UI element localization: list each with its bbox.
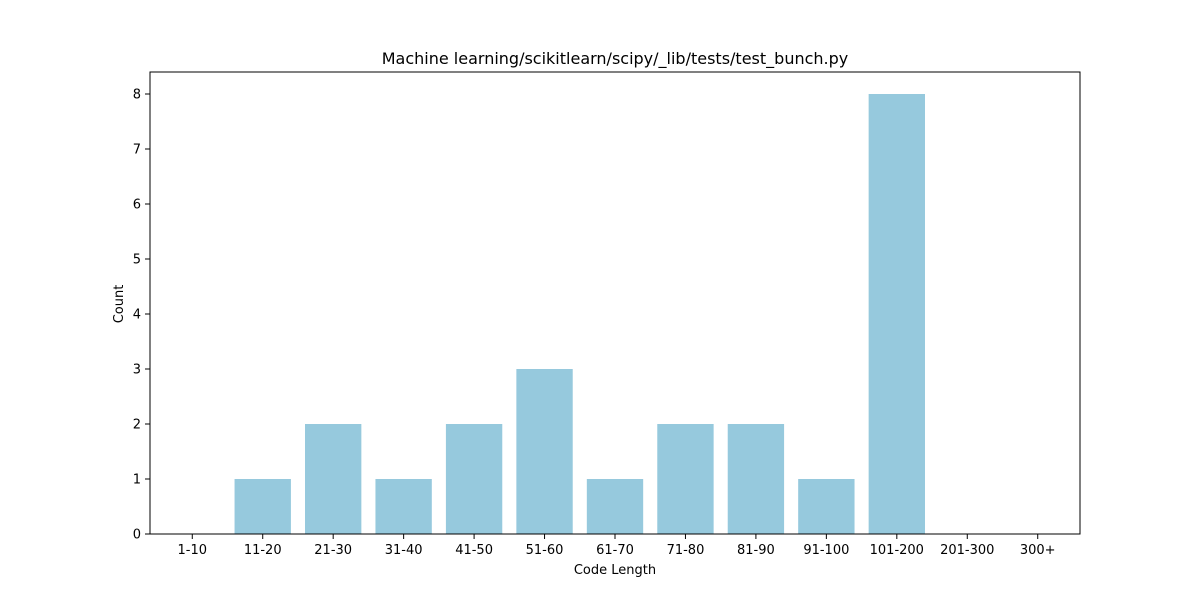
y-tick-label: 4 (133, 308, 141, 323)
y-tick-label: 6 (133, 198, 141, 213)
bar-101-200 (868, 94, 925, 534)
y-tick-label: 0 (133, 528, 141, 543)
plot-area (234, 94, 925, 534)
bar-41-50 (445, 424, 503, 534)
x-tick-label: 81-90 (737, 543, 775, 558)
y-tick-label: 8 (133, 88, 141, 103)
x-axis-label: Code Length (574, 563, 656, 578)
y-tick-label: 1 (133, 473, 141, 488)
chart-title: Machine learning/scikitlearn/scipy/_lib/… (382, 49, 849, 69)
y-tick-label: 2 (133, 418, 141, 433)
x-tick-label: 201-300 (940, 543, 994, 558)
bar-91-100 (798, 479, 855, 534)
x-tick-label: 41-50 (455, 543, 493, 558)
x-tick-label: 1-10 (178, 543, 208, 558)
x-tick-label: 11-20 (244, 543, 282, 558)
bar-11-20 (234, 479, 291, 534)
x-tick-label: 21-30 (314, 543, 352, 558)
x-axis: 1-10 11-20 21-30 31-40 41-50 51-60 61-70 71-80 8… (178, 534, 1056, 558)
y-tick-label: 7 (133, 143, 141, 158)
y-axis-label: Count (112, 285, 127, 324)
y-tick-label: 5 (133, 253, 141, 268)
plot-frame (149, 71, 1081, 535)
x-tick-label: 61-70 (596, 543, 634, 558)
bar-31-40 (375, 479, 432, 534)
bar-51-60 (516, 369, 573, 534)
x-tick-label: 71-80 (667, 543, 705, 558)
bar-21-30 (305, 424, 362, 534)
x-tick-label: 91-100 (803, 543, 849, 558)
bar-61-70 (586, 479, 644, 534)
bar-81-90 (727, 424, 785, 534)
x-tick-label: 300+ (1020, 543, 1056, 558)
x-tick-label: 31-40 (385, 543, 423, 558)
bar-71-80 (657, 424, 714, 534)
y-axis: 0 1 2 3 4 5 6 7 8 (133, 88, 150, 543)
y-tick-label: 3 (133, 363, 141, 378)
x-tick-label: 51-60 (526, 543, 564, 558)
x-tick-label: 101-200 (870, 543, 924, 558)
